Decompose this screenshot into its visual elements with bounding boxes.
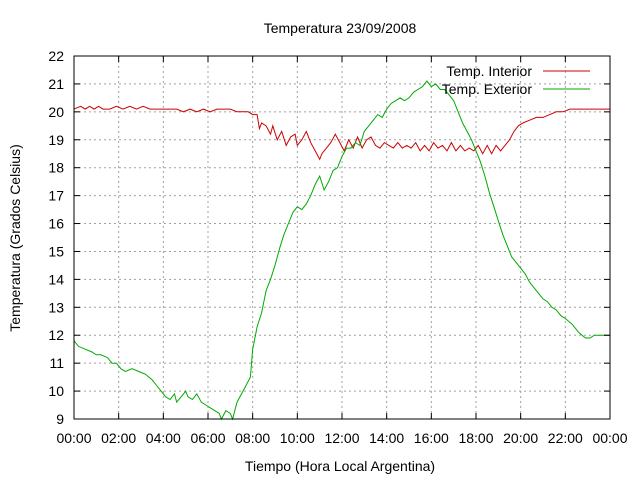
x-axis-label: Tiempo (Hora Local Argentina) [245,458,435,474]
x-tick-label: 18:00 [458,430,493,446]
x-tick-label: 10:00 [280,430,315,446]
series-line-exterior [73,80,610,421]
x-tick-label: 02:00 [101,430,136,446]
y-tick-label: 16 [48,216,64,232]
y-tick-label: 9 [56,411,64,427]
y-tick-label: 10 [48,383,64,399]
y-tick-label: 12 [48,327,64,343]
y-tick-label: 13 [48,299,64,315]
x-tick-label: 00:00 [592,430,627,446]
grid-lines [74,56,610,419]
x-tick-label: 04:00 [146,430,181,446]
y-tick-label: 21 [48,76,64,92]
y-tick-label: 14 [48,271,64,287]
y-tick-label: 11 [49,355,64,371]
y-tick-label: 18 [48,160,64,176]
y-tick-label: 17 [48,188,64,204]
x-tick-label: 12:00 [324,430,359,446]
legend-label-exterior: Temp. Exterior [442,81,533,97]
x-tick-label: 06:00 [190,430,225,446]
series-lines [73,80,610,421]
legend: Temp. Interior Temp. Exterior [442,63,590,97]
axis-ticks: 9 10 11 12 13 14 15 16 17 18 19 20 21 22 00:00 02:00 04:… [48,48,627,446]
legend-label-interior: Temp. Interior [446,63,532,79]
x-tick-label: 16:00 [414,430,449,446]
y-axis-label: Temperatura (Grados Celsius) [7,144,23,332]
y-tick-label: 19 [48,132,64,148]
chart-title: Temperatura 23/09/2008 [264,20,417,36]
x-tick-label: 22:00 [548,430,583,446]
series-line-interior [73,105,610,161]
y-tick-label: 15 [48,243,64,259]
x-tick-label: 08:00 [235,430,270,446]
x-tick-label: 20:00 [503,430,538,446]
y-tick-label: 22 [48,48,64,64]
x-tick-label: 14:00 [369,430,404,446]
x-tick-label: 00:00 [56,430,91,446]
y-tick-label: 20 [48,104,64,120]
